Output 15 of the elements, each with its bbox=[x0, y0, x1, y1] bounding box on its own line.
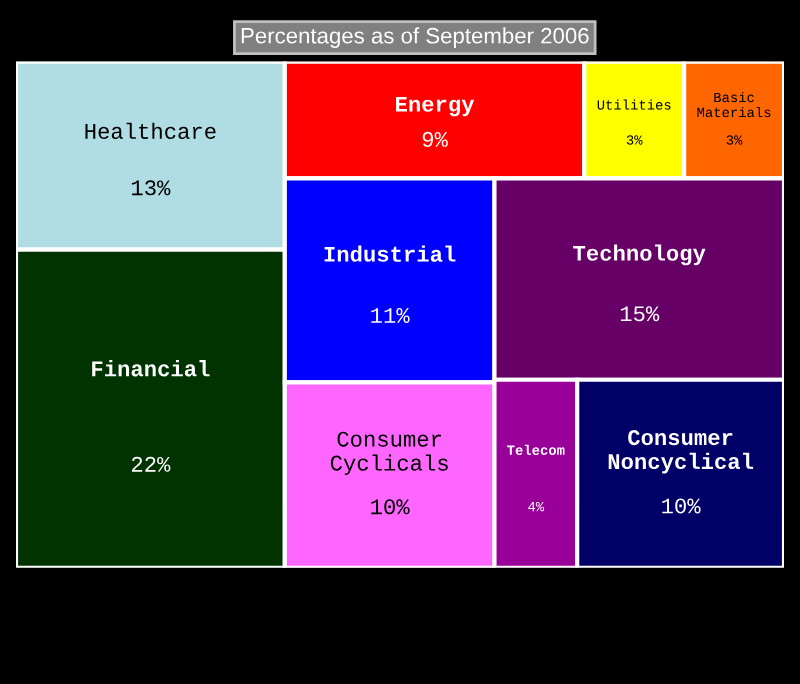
data-label: 9% bbox=[422, 131, 448, 147]
data-label: 22% bbox=[131, 456, 171, 472]
category-label: Consumer Noncyclical bbox=[608, 430, 754, 474]
category-label: Financial bbox=[92, 360, 210, 377]
category-label: Consumer Cyclicals bbox=[330, 431, 448, 476]
category-label: Healthcare bbox=[85, 122, 216, 139]
data-label: 10% bbox=[662, 498, 701, 514]
data-label: 15% bbox=[620, 306, 660, 322]
category-label: Energy bbox=[396, 96, 475, 117]
category-label: Technology bbox=[573, 244, 706, 266]
data-label: 11% bbox=[371, 308, 410, 323]
category-label: Industrial bbox=[324, 245, 456, 262]
data-label: 13% bbox=[132, 180, 171, 196]
data-label: 10% bbox=[371, 499, 410, 515]
text: Percentages as of September 2006 bbox=[241, 27, 589, 48]
